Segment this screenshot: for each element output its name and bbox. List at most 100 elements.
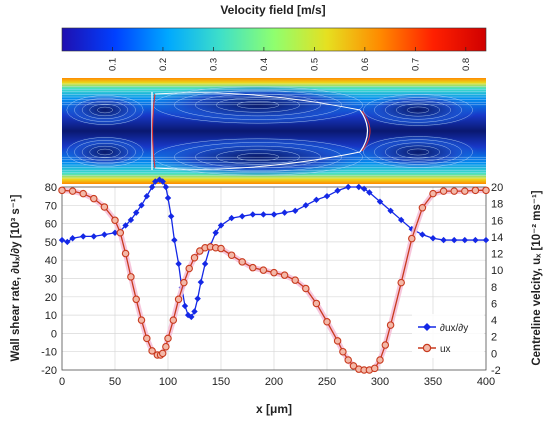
data-point-ux: [174, 295, 183, 304]
data-point-ux: [79, 189, 87, 198]
data-point-dudy: [148, 183, 156, 191]
data-point-ux: [291, 276, 299, 284]
data-point-dudy: [323, 192, 331, 200]
left-tick-label: -10: [41, 347, 57, 359]
data-point-ux: [148, 347, 156, 355]
x-axis-label: x [μm]: [256, 402, 292, 416]
data-point-ux: [450, 187, 458, 195]
data-point-dudy: [249, 211, 256, 218]
left-tick-label: 80: [45, 182, 57, 194]
data-point-dudy: [101, 231, 108, 238]
data-point-dudy: [461, 236, 468, 244]
data-point-dudy: [292, 207, 299, 214]
data-point-ux: [116, 229, 125, 237]
data-point-dudy: [58, 236, 66, 244]
data-point-ux: [482, 186, 490, 195]
data-point-dudy: [171, 236, 178, 244]
data-point-dudy: [217, 222, 225, 229]
data-point-ux: [461, 187, 469, 195]
velocity-field-image: [62, 78, 486, 184]
data-point-ux: [249, 263, 257, 272]
data-point-dudy: [188, 313, 195, 321]
data-point-ux: [370, 364, 379, 373]
data-point-ux: [185, 264, 193, 273]
data-point-dudy: [429, 235, 437, 242]
data-point-dudy: [472, 236, 479, 244]
colorbar-tick-label: 0.1: [107, 58, 118, 71]
data-point-dudy: [159, 178, 166, 185]
data-point-dudy: [334, 187, 341, 194]
legend: ∂ux/∂y ux: [412, 314, 484, 358]
right-tick-label: 16: [491, 215, 503, 227]
series-layer: [58, 176, 490, 374]
x-tick-label: 50: [109, 376, 121, 388]
data-point-ux: [471, 186, 480, 195]
left-tick-label: 0: [51, 328, 57, 340]
right-tick-label: 20: [491, 182, 503, 194]
data-point-dudy: [482, 236, 490, 244]
data-point-dudy: [191, 308, 198, 315]
data-point-ux: [68, 187, 77, 195]
data-point-ux: [408, 234, 416, 243]
data-point-ux: [429, 189, 437, 198]
left-tick-label: -20: [41, 365, 57, 377]
data-point-dudy: [440, 236, 447, 244]
left-tick-label: 40: [45, 255, 57, 267]
data-point-dudy: [302, 202, 309, 209]
x-tick-label: 0: [59, 376, 65, 388]
colorbar-title: Velocity field [m/s]: [220, 3, 325, 17]
colorbar-tick-label: 0.4: [259, 58, 270, 71]
data-point-dudy: [212, 229, 219, 236]
x-tick-label: 150: [212, 376, 230, 388]
data-point-dudy: [239, 213, 246, 220]
data-point-ux: [158, 349, 167, 358]
data-point-ux: [100, 203, 109, 211]
data-point-ux: [333, 337, 342, 345]
data-point-ux: [111, 216, 119, 225]
data-point-ux: [302, 284, 310, 293]
data-point-ux: [132, 295, 140, 304]
x-tick-label: 100: [159, 376, 177, 388]
data-point-dudy: [355, 183, 362, 191]
colorbar-tick-label: 0.5: [309, 58, 320, 71]
data-point-dudy: [162, 183, 170, 191]
series-line-ux: [61, 189, 486, 371]
colorbar-ticks: 0.1 0.2 0.3 0.4 0.5 0.6 0.7 0.8: [107, 47, 472, 71]
legend-marker-diamond: [423, 323, 431, 331]
data-point-ux: [418, 204, 427, 212]
data-point-dudy: [143, 192, 150, 200]
data-point-dudy: [419, 231, 426, 238]
right-axis-ticks: -2 0 2 4 6 8 10 12 14 16 18 20: [491, 182, 503, 377]
x-axis-ticks: 0 50 100 150 200 250 300 350 400: [59, 376, 495, 388]
data-point-ux: [323, 318, 331, 326]
left-tick-label: 30: [45, 274, 57, 286]
data-point-ux: [127, 273, 135, 281]
data-point-ux: [121, 249, 130, 258]
data-point-ux: [162, 342, 170, 351]
data-point-dudy: [451, 236, 458, 244]
data-point-ux: [339, 347, 347, 356]
data-point-ux: [58, 186, 66, 195]
data-point-dudy: [360, 185, 368, 193]
plot-area-frame: [61, 186, 487, 371]
colorbar-tick-label: 0.8: [461, 58, 472, 71]
data-point-dudy: [69, 235, 76, 242]
data-point-dudy: [376, 198, 384, 205]
left-tick-label: 10: [45, 310, 57, 322]
data-point-dudy: [133, 209, 140, 216]
data-point-dudy: [366, 189, 373, 196]
data-point-ux: [190, 253, 199, 262]
legend-entry-ux: ux: [440, 344, 451, 355]
data-point-dudy: [197, 278, 205, 286]
data-point-dudy: [201, 260, 209, 268]
data-point-ux: [439, 187, 448, 195]
data-point-dudy: [408, 225, 415, 233]
data-point-dudy: [80, 233, 87, 240]
left-tick-label: 50: [45, 237, 57, 249]
x-tick-label: 300: [371, 376, 389, 388]
data-point-dudy: [164, 194, 172, 202]
left-axis-label: Wall shear rate, ∂uₓ/∂y [10³ s⁻¹]: [10, 194, 22, 361]
data-point-ux: [164, 334, 172, 343]
x-tick-label: 250: [318, 376, 336, 388]
data-point-ux: [238, 258, 246, 266]
